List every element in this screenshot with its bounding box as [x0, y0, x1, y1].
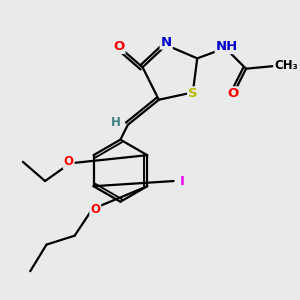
Text: N: N — [161, 36, 172, 49]
Text: H: H — [110, 116, 120, 129]
Text: CH₃: CH₃ — [274, 59, 298, 72]
Text: O: O — [113, 40, 124, 53]
Text: O: O — [227, 87, 238, 100]
Text: NH: NH — [216, 40, 238, 53]
Text: O: O — [64, 155, 74, 168]
Text: O: O — [90, 202, 100, 216]
Text: S: S — [188, 87, 198, 100]
Text: I: I — [180, 175, 185, 188]
